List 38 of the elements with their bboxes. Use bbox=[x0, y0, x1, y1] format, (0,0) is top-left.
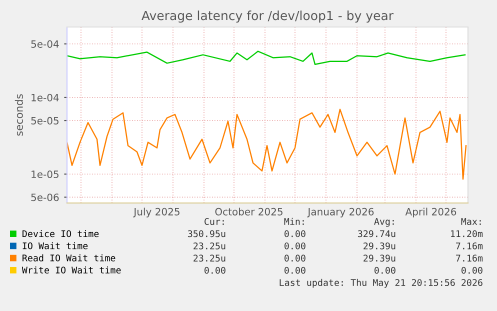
x-tick-label: January 2026 bbox=[307, 208, 374, 218]
text: Last update: Thu May 21 20:15:56 2026 bbox=[280, 278, 482, 288]
text: 0.00 bbox=[284, 254, 306, 262]
text: 11.20m bbox=[450, 230, 483, 238]
text: 329.74u bbox=[358, 230, 396, 238]
text: 0.00 bbox=[284, 242, 306, 250]
line-series bbox=[67, 50, 466, 66]
text: 0.00 bbox=[284, 266, 306, 274]
text: Min: bbox=[284, 218, 304, 225]
legend-label: Write IO Wait time bbox=[22, 266, 121, 274]
text: 23.25u bbox=[194, 242, 226, 250]
legend-label: IO Wait time bbox=[22, 242, 88, 250]
chart-title: Average latency for /dev/loop1 - by year bbox=[142, 10, 394, 23]
x-tick-label: October 2025 bbox=[215, 208, 282, 216]
y-tick-label: 5e-04 bbox=[31, 40, 59, 48]
text: 350.95u bbox=[188, 230, 226, 238]
text: Avg: bbox=[374, 218, 394, 227]
text: 7.16m bbox=[456, 254, 483, 262]
legend-label: Read IO Wait time bbox=[22, 254, 116, 262]
text: 29.39u bbox=[364, 242, 396, 250]
text: 0.00 bbox=[204, 266, 226, 274]
text: 0.00 bbox=[374, 266, 396, 274]
y-tick-label: 1e-05 bbox=[32, 170, 58, 178]
text: Max: bbox=[461, 218, 481, 225]
y-tick-label: 5e-06 bbox=[31, 194, 59, 202]
text: 0.00 bbox=[462, 266, 482, 274]
legend-label: Device IO time bbox=[22, 230, 99, 238]
text: 0.00 bbox=[284, 230, 306, 238]
line-series bbox=[67, 108, 467, 180]
y-tick-label: 1e-04 bbox=[32, 94, 59, 102]
x-tick-label: July 2025 bbox=[133, 208, 180, 218]
y-tick-label: 5e-05 bbox=[31, 116, 58, 124]
y-axis-title: seconds bbox=[14, 94, 23, 136]
text: Cur: bbox=[204, 218, 224, 225]
x-tick-label: April 2026 bbox=[405, 208, 456, 218]
text: 23.25u bbox=[194, 254, 226, 262]
text: 29.39u bbox=[364, 254, 396, 262]
text: 7.16m bbox=[456, 242, 483, 250]
